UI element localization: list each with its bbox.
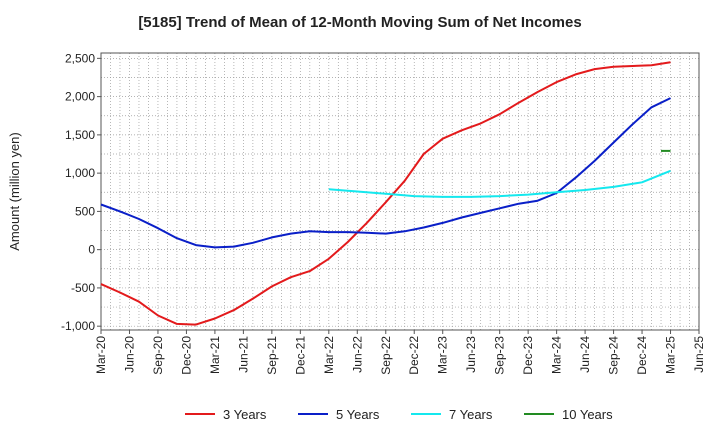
x-tick-label: Mar-25 bbox=[664, 336, 678, 374]
x-tick-label: Mar-20 bbox=[94, 336, 108, 374]
x-tick-label: Mar-24 bbox=[550, 336, 564, 374]
y-tick-label: -500 bbox=[71, 281, 95, 295]
x-tick-label: Dec-22 bbox=[407, 336, 421, 375]
x-tick-label: Mar-22 bbox=[322, 336, 336, 374]
x-tick-label: Sep-23 bbox=[493, 336, 507, 375]
series-line-3-years bbox=[100, 61, 671, 326]
plot-frame bbox=[100, 52, 700, 331]
x-tick-label: Jun-24 bbox=[578, 336, 592, 373]
y-tick-label: 1,500 bbox=[65, 128, 95, 142]
y-tick-label: 1,000 bbox=[65, 166, 95, 180]
x-tick-label: Jun-22 bbox=[350, 336, 364, 373]
y-tick-label: -1,000 bbox=[61, 319, 95, 333]
chart-title: [5185] Trend of Mean of 12-Month Moving … bbox=[138, 14, 582, 31]
plot-area bbox=[101, 53, 699, 330]
x-tick-label: Mar-23 bbox=[436, 336, 450, 374]
y-tick-label: 0 bbox=[88, 243, 95, 257]
x-tick-label: Sep-22 bbox=[379, 336, 393, 375]
legend-label: 10 Years bbox=[562, 407, 613, 422]
x-tick-label: Jun-25 bbox=[692, 336, 706, 373]
y-tick-label: 2,500 bbox=[65, 51, 95, 65]
legend-label: 7 Years bbox=[449, 407, 493, 422]
y-tick-label: 2,000 bbox=[65, 90, 95, 104]
y-tick-label: 500 bbox=[75, 204, 95, 218]
legend-label: 5 Years bbox=[336, 407, 380, 422]
x-tick-label: Dec-23 bbox=[521, 336, 535, 375]
series-line-5-years bbox=[100, 97, 671, 249]
x-tick-label: Dec-21 bbox=[293, 336, 307, 375]
x-tick-label: Jun-23 bbox=[464, 336, 478, 373]
x-tick-label: Dec-24 bbox=[635, 336, 649, 375]
series-line-7-years bbox=[328, 169, 671, 198]
x-tick-label: Sep-20 bbox=[151, 336, 165, 375]
x-tick-label: Mar-21 bbox=[208, 336, 222, 374]
x-tick-label: Jun-21 bbox=[236, 336, 250, 373]
x-tick-label: Sep-21 bbox=[265, 336, 279, 375]
legend-label: 3 Years bbox=[223, 407, 267, 422]
x-tick-label: Dec-20 bbox=[179, 336, 193, 375]
x-tick-label: Sep-24 bbox=[607, 336, 621, 375]
y-axis-label: Amount (million yen) bbox=[7, 132, 22, 251]
x-tick-label: Jun-20 bbox=[122, 336, 136, 373]
